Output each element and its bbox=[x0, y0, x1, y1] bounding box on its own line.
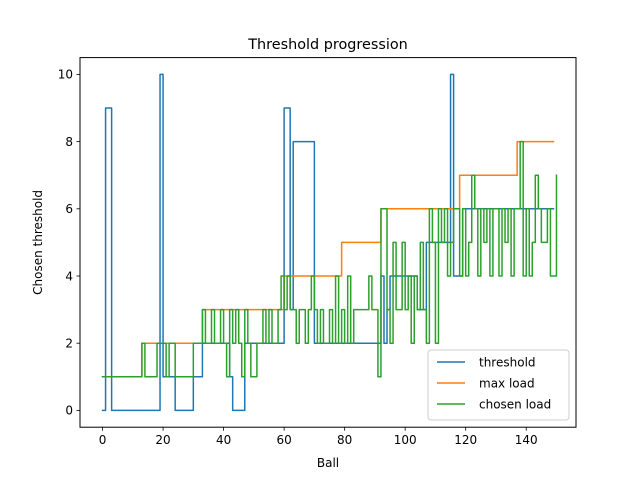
x-tick-label: 0 bbox=[99, 433, 107, 447]
y-axis-ticks: 0 2 4 6 8 10 bbox=[58, 68, 80, 418]
series-line-max-load bbox=[101, 140, 555, 378]
legend-label-chosen-load: chosen load bbox=[479, 397, 551, 411]
legend-label-threshold: threshold bbox=[479, 355, 536, 369]
chart-title: Threshold progression bbox=[247, 37, 408, 53]
x-tick-label: 80 bbox=[337, 433, 352, 447]
x-axis-ticks: 0 20 40 60 80 100 120 140 bbox=[99, 427, 538, 447]
x-tick-label: 140 bbox=[515, 433, 538, 447]
y-tick-label: 2 bbox=[65, 337, 73, 351]
x-tick-label: 120 bbox=[454, 433, 477, 447]
series-line-chosen-load bbox=[101, 140, 558, 378]
y-axis-label: Chosen threshold bbox=[31, 190, 45, 295]
series-lines bbox=[101, 73, 558, 412]
x-tick-label: 40 bbox=[216, 433, 231, 447]
y-tick-label: 8 bbox=[65, 135, 73, 149]
plot-frame bbox=[79, 57, 577, 428]
legend: threshold max load chosen load bbox=[427, 349, 570, 421]
legend-box bbox=[427, 349, 570, 421]
x-tick-label: 60 bbox=[276, 433, 291, 447]
x-tick-label: 20 bbox=[155, 433, 170, 447]
y-tick-label: 10 bbox=[58, 68, 73, 82]
y-tick-label: 6 bbox=[65, 202, 73, 216]
x-tick-label: 100 bbox=[394, 433, 417, 447]
legend-label-max-load: max load bbox=[479, 376, 535, 390]
y-tick-label: 0 bbox=[65, 404, 73, 418]
y-tick-label: 4 bbox=[65, 269, 73, 283]
x-axis-label: Ball bbox=[317, 456, 339, 470]
